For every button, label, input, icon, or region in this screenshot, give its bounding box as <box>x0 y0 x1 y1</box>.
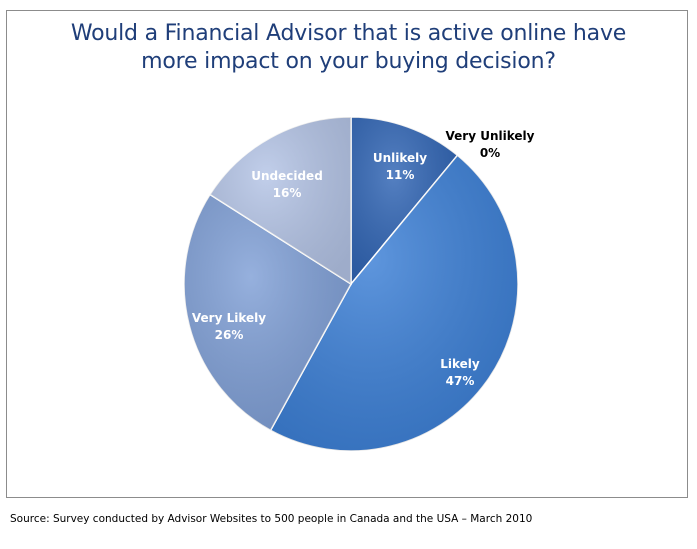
chart-title: Would a Financial Advisor that is active… <box>0 20 697 76</box>
pie-slice-shade-likely <box>270 155 518 451</box>
slice-label-undecided: Undecided <box>251 169 323 183</box>
pie-slice-shade-undecided <box>210 117 351 284</box>
slice-value-very-unlikely: 0% <box>480 146 500 160</box>
source-note: Source: Survey conducted by Advisor Webs… <box>10 513 533 525</box>
slice-label-very-unlikely: Very Unlikely <box>446 129 535 143</box>
pie-slices <box>183 116 519 452</box>
pie-slice-shade-unlikely <box>351 117 458 284</box>
chart-title-line-1: Would a Financial Advisor that is active… <box>70 21 627 46</box>
slice-label-unlikely: Unlikely <box>373 151 427 165</box>
slice-value-undecided: 16% <box>273 186 302 200</box>
slice-label-very-likely: Very Likely <box>192 311 266 325</box>
slice-value-unlikely: 11% <box>386 168 415 182</box>
slice-value-likely: 47% <box>446 374 475 388</box>
pie-labels: Very Unlikely 0% Unlikely 11% Likely 47% Very … <box>192 129 535 388</box>
chart-title-line-2: more impact on your buying decision? <box>141 49 556 74</box>
slice-label-likely: Likely <box>440 357 480 371</box>
pie-slice-shade-very-likely <box>184 194 351 431</box>
slice-value-very-likely: 26% <box>215 328 244 342</box>
